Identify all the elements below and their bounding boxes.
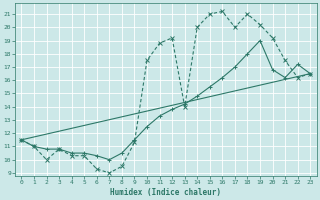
X-axis label: Humidex (Indice chaleur): Humidex (Indice chaleur)	[110, 188, 221, 197]
